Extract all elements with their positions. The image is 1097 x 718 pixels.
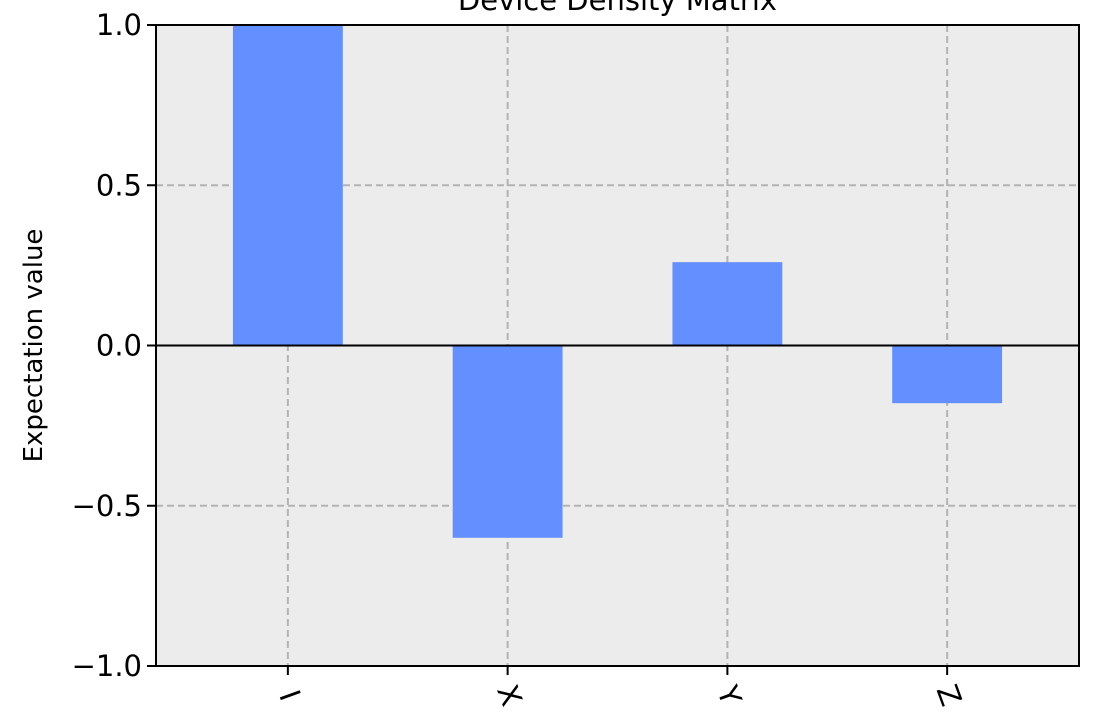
bar-layer [232, 25, 1003, 538]
x-tick-label: Y [710, 680, 748, 709]
y-tick-label: −1.0 [72, 649, 142, 683]
x-tick-label: X [490, 680, 529, 710]
x-tick-label: Z [930, 680, 969, 710]
bar-y [672, 262, 783, 346]
chart-title: Device Density Matrix [458, 0, 777, 17]
y-tick-label: −0.5 [72, 489, 142, 523]
y-tick-label: 0.0 [96, 329, 142, 363]
bar-i [232, 25, 343, 346]
x-tick-label: I [272, 685, 307, 705]
y-tick-label: 0.5 [96, 168, 142, 202]
bar-x [452, 345, 563, 538]
y-axis-label: Expectation value [19, 229, 49, 463]
bar-z [892, 345, 1003, 404]
y-tick-label: 1.0 [96, 8, 142, 42]
